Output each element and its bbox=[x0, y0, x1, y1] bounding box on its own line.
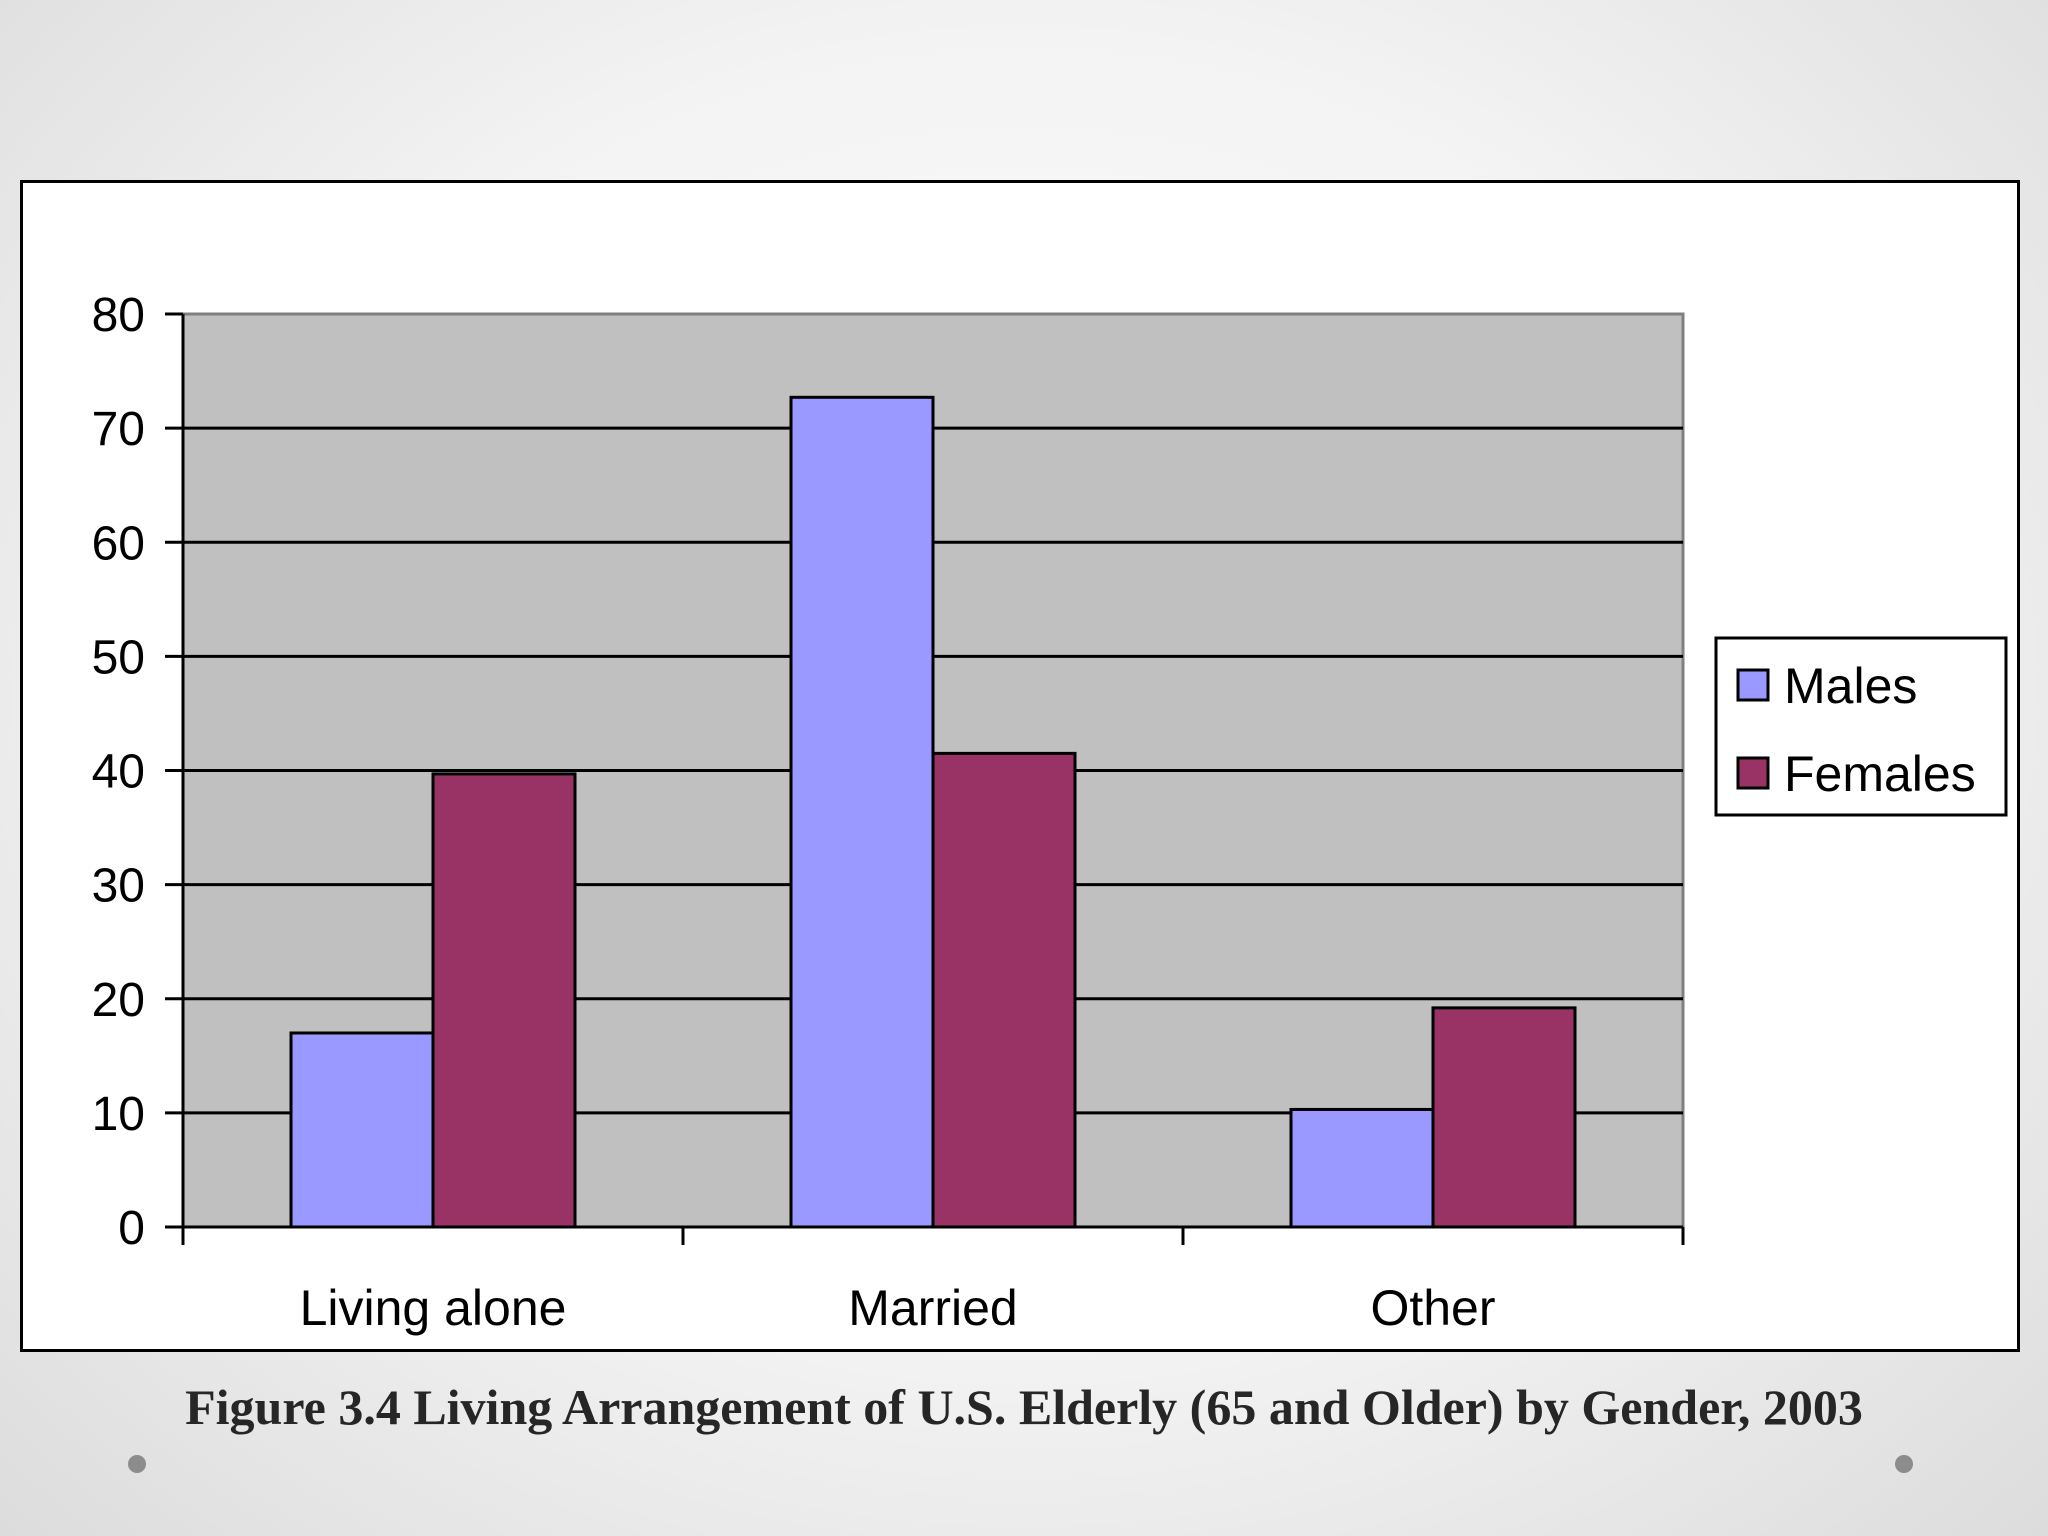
y-tick-label: 70 bbox=[92, 403, 145, 456]
legend: Males Females bbox=[1714, 636, 2008, 817]
y-tick-label: 60 bbox=[92, 517, 145, 570]
bar-males-living-alone bbox=[289, 1031, 435, 1229]
x-tick-label: Married bbox=[848, 1280, 1017, 1336]
x-tick-label: Living alone bbox=[300, 1280, 567, 1336]
bar-males-other bbox=[1289, 1107, 1435, 1229]
figure-caption: Figure 3.4 Living Arrangement of U.S. El… bbox=[185, 1379, 1863, 1435]
legend-label: Females bbox=[1784, 746, 1976, 802]
y-tick-label: 30 bbox=[92, 860, 145, 913]
y-tick-label: 80 bbox=[92, 289, 145, 342]
y-tick-label: 40 bbox=[92, 746, 145, 799]
legend-swatch bbox=[1736, 668, 1770, 702]
bar-females-married bbox=[931, 751, 1077, 1229]
y-tick-label: 50 bbox=[92, 631, 145, 684]
plot-area: 0 10 20 30 40 50 60 70 80 Living alone Married Othe… bbox=[92, 289, 1685, 1336]
slide-dot-left bbox=[128, 1455, 146, 1473]
bar-females-other bbox=[1431, 1006, 1577, 1229]
x-tick-label: Other bbox=[1370, 1280, 1495, 1336]
legend-swatch bbox=[1736, 756, 1770, 790]
y-tick-label: 20 bbox=[92, 974, 145, 1027]
y-tick-label: 10 bbox=[92, 1088, 145, 1141]
legend-label: Males bbox=[1784, 658, 1917, 714]
slide-dot-right bbox=[1895, 1455, 1913, 1473]
bar-males-married bbox=[789, 395, 935, 1229]
bar-females-living-alone bbox=[431, 772, 577, 1229]
y-tick-label: 0 bbox=[118, 1202, 145, 1255]
